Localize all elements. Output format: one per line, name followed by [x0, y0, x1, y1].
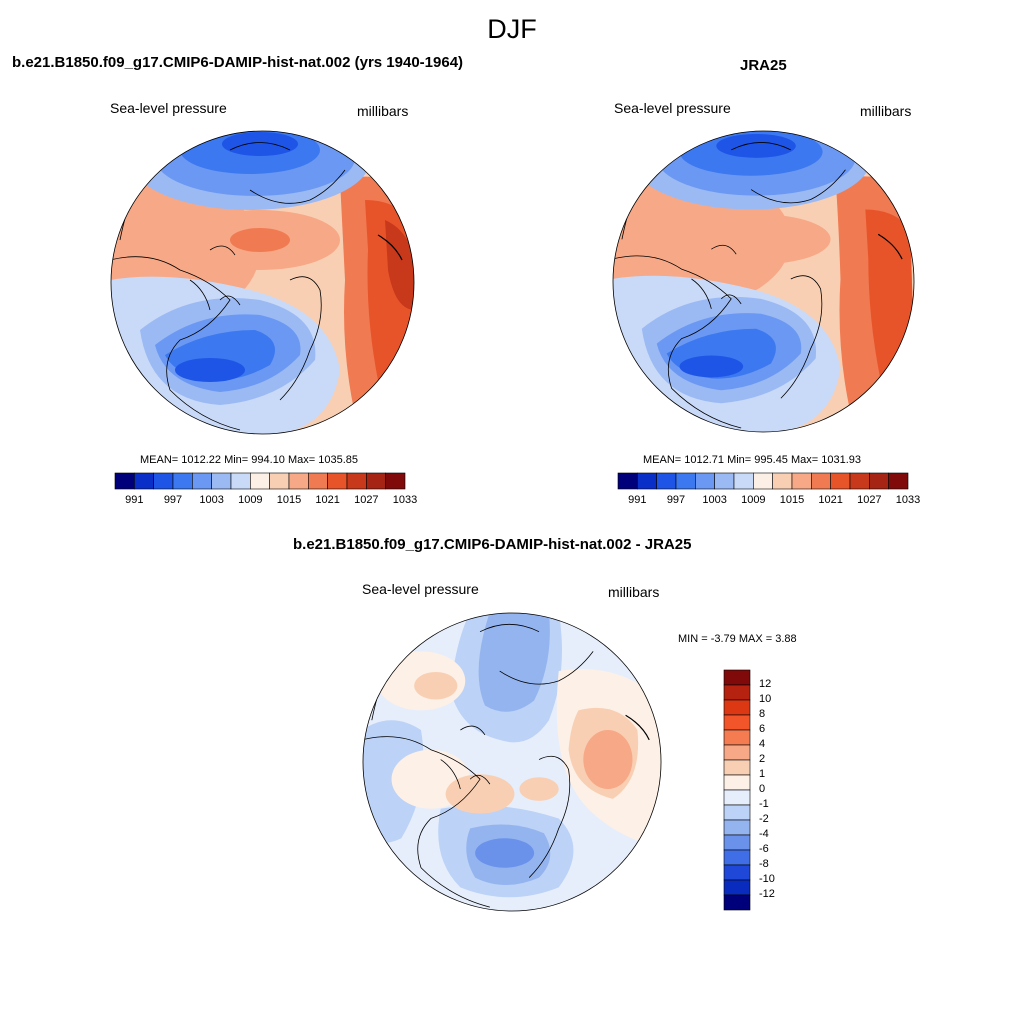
colorbar-tick-label: 1027: [354, 494, 379, 506]
colorbar-swatch: [723, 684, 751, 701]
colorbar-tick-label: 2: [759, 753, 766, 765]
colorbar-swatch: [772, 472, 793, 490]
colorbar-tick-label: -6: [759, 843, 769, 855]
colorbar-tick-label: 1015: [779, 494, 805, 506]
colorbar-swatch: [192, 472, 212, 490]
colorbar-tick-label: 1003: [199, 494, 224, 506]
colorbar-tick-label: 997: [163, 494, 183, 506]
panel3-stats: MIN = -3.79 MAX = 3.88: [678, 633, 797, 645]
colorbar-swatch: [114, 472, 135, 490]
colorbar-swatch: [723, 834, 751, 851]
colorbar-tick-label: -2: [759, 813, 769, 825]
panel1-title: b.e21.B1850.f09_g17.CMIP6-DAMIP-hist-nat…: [12, 54, 464, 71]
panel2-units-label: millibars: [860, 103, 912, 119]
panel3-map: [362, 612, 662, 912]
colorbar-swatch: [308, 472, 328, 490]
panel2-colorbar: [617, 472, 909, 490]
colorbar-swatch: [269, 472, 290, 490]
colorbar-swatch: [723, 669, 751, 686]
colorbar-tick-label: 1021: [315, 494, 340, 506]
colorbar-swatch: [888, 472, 909, 490]
panel1-units-label: millibars: [357, 103, 409, 119]
colorbar-swatch: [723, 864, 751, 881]
colorbar-swatch: [250, 472, 270, 490]
colorbar-tick-label: -12: [759, 888, 775, 900]
colorbar-swatch: [695, 472, 715, 490]
colorbar-tick-label: 1027: [857, 494, 882, 506]
colorbar-swatch: [723, 849, 751, 866]
colorbar-tick-label: -4: [759, 828, 769, 840]
colorbar-swatch: [723, 699, 751, 716]
panel1-map: [110, 130, 415, 435]
colorbar-tick-label: 1009: [238, 494, 263, 506]
colorbar-tick-label: 991: [125, 494, 144, 506]
colorbar-swatch: [753, 472, 773, 490]
colorbar-swatch: [830, 472, 851, 490]
colorbar-swatch: [723, 714, 751, 731]
colorbar-tick-label: -8: [759, 858, 769, 870]
colorbar-tick-label: 1021: [818, 494, 843, 506]
panel2-variable-label: Sea-level pressure: [614, 100, 731, 116]
colorbar-swatch: [723, 789, 751, 806]
colorbar-tick-label: 1009: [741, 494, 766, 506]
colorbar-tick-label: 1033: [895, 494, 921, 506]
colorbar-tick-label: 1: [759, 768, 766, 780]
panel2-title: JRA25: [740, 57, 787, 74]
main-title: DJF: [487, 14, 537, 44]
colorbar-tick-label: 1003: [702, 494, 727, 506]
colorbar-tick-label: -10: [759, 873, 775, 885]
panel2-map: [612, 130, 915, 433]
colorbar-swatch: [811, 472, 831, 490]
colorbar-swatch: [172, 472, 193, 490]
colorbar-swatch: [723, 729, 751, 746]
colorbar-tick-label: 4: [759, 738, 766, 750]
colorbar-swatch: [714, 472, 735, 490]
colorbar-swatch: [230, 472, 251, 490]
colorbar-tick-label: 6: [759, 723, 766, 735]
colorbar-swatch: [288, 472, 309, 490]
colorbar-swatch: [723, 879, 751, 896]
colorbar-tick-label: 8: [759, 708, 766, 720]
colorbar-swatch: [723, 759, 751, 776]
colorbar-swatch: [153, 472, 174, 490]
panel1-stats: MEAN= 1012.22 Min= 994.10 Max= 1035.85: [140, 454, 359, 466]
colorbar-swatch: [675, 472, 696, 490]
colorbar-tick-label: 1033: [392, 494, 418, 506]
colorbar-swatch: [723, 744, 751, 761]
colorbar-tick-label: 12: [759, 678, 772, 690]
panel2-stats: MEAN= 1012.71 Min= 995.45 Max= 1031.93: [643, 454, 862, 466]
colorbar-swatch: [327, 472, 348, 490]
panel1-variable-label: Sea-level pressure: [110, 100, 227, 116]
colorbar-swatch: [791, 472, 812, 490]
colorbar-swatch: [869, 472, 889, 490]
colorbar-swatch: [385, 472, 406, 490]
colorbar-tick-label: 10: [759, 693, 772, 705]
panel3-units-label: millibars: [608, 584, 660, 600]
colorbar-tick-label: -1: [759, 798, 769, 810]
colorbar-swatch: [723, 894, 751, 911]
colorbar-swatch: [134, 472, 154, 490]
colorbar-swatch: [366, 472, 386, 490]
colorbar-swatch: [723, 819, 751, 836]
panel3-variable-label: Sea-level pressure: [362, 581, 479, 597]
colorbar-swatch: [211, 472, 232, 490]
colorbar-swatch: [346, 472, 367, 490]
panel3-title: b.e21.B1850.f09_g17.CMIP6-DAMIP-hist-nat…: [293, 536, 692, 553]
colorbar-swatch: [723, 804, 751, 821]
colorbar-tick-label: 991: [628, 494, 647, 506]
colorbar-tick-label: 0: [759, 783, 766, 795]
colorbar-swatch: [656, 472, 677, 490]
colorbar-tick-label: 1015: [276, 494, 302, 506]
panel3-colorbar: [723, 669, 751, 911]
colorbar-swatch: [723, 774, 751, 791]
colorbar-swatch: [849, 472, 870, 490]
colorbar-swatch: [733, 472, 754, 490]
panel1-colorbar: [114, 472, 406, 490]
colorbar-tick-label: 997: [666, 494, 686, 506]
colorbar-swatch: [617, 472, 638, 490]
colorbar-swatch: [637, 472, 657, 490]
